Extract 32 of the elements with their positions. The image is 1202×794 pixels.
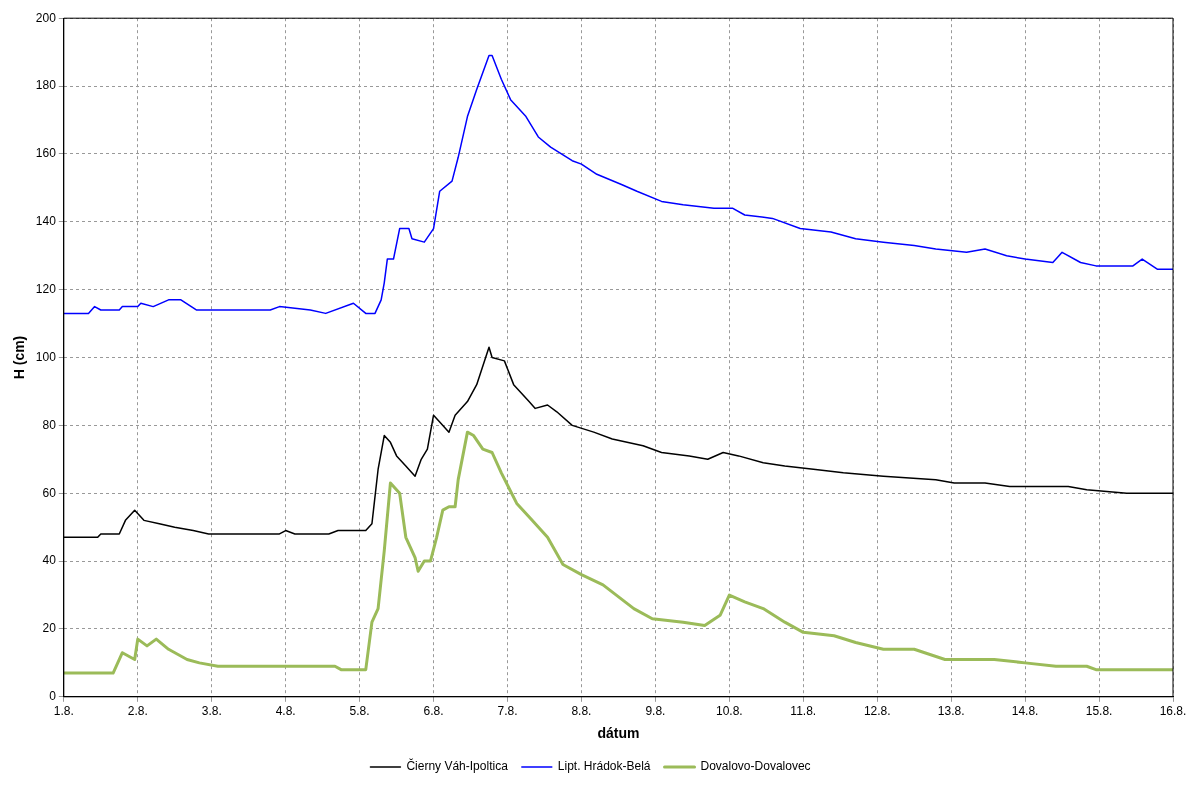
y-tick-label: 60 [42,485,57,500]
x-tick-label: 10.8. [715,704,743,719]
x-tick-label: 7.8. [497,704,518,719]
y-tick-label: 180 [35,78,57,93]
x-axis-title: dátum [597,725,640,742]
x-tick-label: 13.8. [937,704,965,719]
y-tick-label: 160 [35,146,57,161]
y-tick-label: 20 [42,621,57,636]
x-tick-label: 1.8. [53,704,74,719]
x-tick-label: 12.8. [863,704,891,719]
x-tick-label: 5.8. [349,704,370,719]
legend-label: Čierny Váh-Ipoltica [406,758,509,774]
y-tick-label: 80 [42,417,57,432]
x-tick-label: 2.8. [127,704,148,719]
y-axis-title: H (cm) [11,335,28,380]
x-tick-label: 8.8. [571,704,592,719]
y-tick-label: 100 [35,349,57,364]
y-tick-label: 0 [49,689,57,704]
x-tick-label: 15.8. [1085,704,1113,719]
y-tick-label: 40 [42,553,57,568]
legend-label: Dovalovo-Dovalovec [700,759,811,774]
y-tick-label: 140 [35,214,57,229]
y-tick-label: 120 [35,281,57,296]
legend-label: Lipt. Hrádok-Belá [557,759,651,774]
x-tick-label: 11.8. [790,704,817,719]
x-tick-label: 6.8. [423,704,444,719]
x-tick-label: 3.8. [201,704,222,719]
x-tick-label: 4.8. [275,704,296,719]
x-tick-label: 9.8. [645,704,666,719]
x-tick-label: 16.8. [1159,704,1187,719]
y-tick-label: 200 [35,10,57,25]
x-tick-label: 14.8. [1011,704,1039,719]
